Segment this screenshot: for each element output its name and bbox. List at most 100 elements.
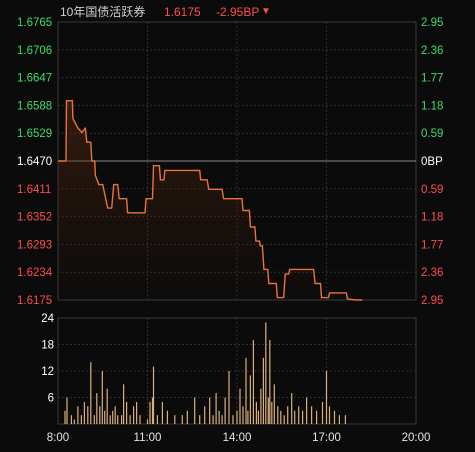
volume-bar	[199, 415, 201, 424]
volume-bar	[302, 410, 304, 425]
volume-bar	[166, 410, 168, 425]
volume-bars	[64, 322, 346, 425]
volume-bar	[181, 415, 183, 424]
volume-bar	[139, 415, 141, 424]
volume-bar	[106, 388, 108, 424]
volume-bar	[252, 340, 254, 424]
volume-bar	[149, 401, 151, 424]
volume-bar	[64, 410, 66, 425]
volume-bar	[215, 393, 217, 424]
volume-bar	[291, 393, 293, 424]
volume-bar	[328, 406, 331, 424]
volume-bar	[321, 401, 324, 424]
right-axis-ticks: 2.95 2.36 1.77 1.18 0.59 0BP 0.59 1.18 1.77 2.36 2…	[421, 17, 443, 307]
volume-bar	[277, 406, 279, 424]
volume-bar	[70, 415, 72, 424]
price-area-fill	[58, 100, 363, 300]
time-tick-label: 17:00	[312, 432, 341, 444]
volume-bar	[112, 410, 114, 425]
time-axis-ticks: 8:00 11:00 14:00 17:00 20:00	[47, 432, 431, 444]
right-tick-label: 1.77	[421, 239, 443, 251]
volume-grid	[57, 317, 417, 425]
right-tick-label: 0.59	[421, 128, 443, 140]
volume-bar	[344, 415, 346, 424]
volume-bar	[66, 397, 68, 424]
left-axis-ticks: 1.6765 1.6706 1.6647 1.6588 1.6529 1.6470 1.64…	[17, 17, 53, 307]
left-tick-label: 1.6647	[17, 73, 52, 85]
volume-bar	[311, 406, 313, 424]
volume-bar	[204, 406, 206, 424]
time-tick-label: 14:00	[223, 432, 252, 444]
volume-bar	[255, 401, 257, 424]
volume-axis-ticks: 6 12 18 24	[41, 313, 54, 405]
volume-bar	[109, 415, 111, 424]
last-price: 1.6175	[164, 5, 201, 19]
volume-bar	[294, 410, 296, 425]
volume-bar	[93, 415, 95, 424]
volume-bar	[224, 397, 226, 424]
volume-bar	[333, 410, 336, 425]
volume-bar	[77, 406, 79, 424]
volume-bar	[316, 410, 318, 425]
volume-bar	[151, 397, 154, 424]
right-tick-label: 1.18	[421, 212, 443, 224]
volume-bar	[242, 406, 244, 424]
volume-bar	[262, 357, 264, 425]
volume-bar	[271, 401, 273, 424]
volume-bar	[228, 371, 230, 424]
volume-bar	[161, 401, 163, 424]
right-tick-label: 2.36	[421, 267, 443, 279]
volume-bar	[257, 410, 259, 425]
left-tick-label: 1.6588	[17, 100, 52, 112]
volume-tick-label: 24	[41, 313, 54, 325]
volume-bar	[269, 340, 271, 424]
volume-bar	[136, 401, 138, 424]
volume-bar	[209, 397, 211, 424]
volume-bar	[80, 415, 82, 424]
volume-bar	[298, 406, 300, 424]
price-change: -2.95BP	[216, 5, 260, 19]
time-tick-label: 20:00	[402, 432, 431, 444]
volume-bar	[221, 415, 223, 424]
volume-tick-label: 12	[41, 366, 54, 378]
time-tick-label: 11:00	[134, 432, 162, 444]
left-tick-label: 1.6529	[17, 128, 52, 140]
right-tick-label: 0BP	[421, 156, 443, 168]
volume-bar	[152, 366, 155, 424]
volume-tick-label: 18	[41, 340, 54, 352]
volume-bar	[306, 397, 308, 424]
volume-bar	[338, 415, 340, 424]
volume-bar	[96, 393, 98, 424]
price-area	[58, 100, 363, 300]
volume-bar	[133, 406, 135, 424]
right-tick-label: 2.95	[421, 17, 443, 29]
volume-bar	[117, 415, 119, 424]
volume-bar	[232, 415, 234, 424]
volume-bar	[129, 415, 131, 424]
volume-bar	[218, 410, 220, 425]
volume-bar	[260, 388, 262, 424]
volume-bar	[186, 410, 188, 425]
volume-bar	[194, 397, 196, 424]
price-line	[58, 100, 363, 301]
volume-bar	[99, 406, 101, 424]
volume-bar	[249, 375, 251, 424]
volume-bar	[146, 419, 149, 424]
left-tick-label: 1.6293	[17, 239, 52, 251]
volume-bar	[280, 410, 282, 425]
volume-bar	[121, 415, 123, 424]
volume-tick-label: 6	[48, 393, 54, 405]
left-tick-label: 1.6234	[17, 267, 53, 279]
volume-bar	[101, 371, 103, 424]
right-tick-label: 0.59	[421, 184, 443, 196]
volume-bar	[239, 388, 241, 424]
volume-bar	[156, 415, 158, 424]
right-tick-label: 2.95	[421, 295, 443, 307]
volume-bar	[90, 362, 92, 424]
volume-bar	[325, 371, 328, 424]
left-tick-label: 1.6706	[17, 45, 52, 57]
volume-bar	[212, 415, 214, 424]
right-tick-label: 2.36	[421, 45, 443, 57]
volume-bar	[174, 415, 176, 424]
left-tick-label: 1.6470	[17, 156, 52, 168]
